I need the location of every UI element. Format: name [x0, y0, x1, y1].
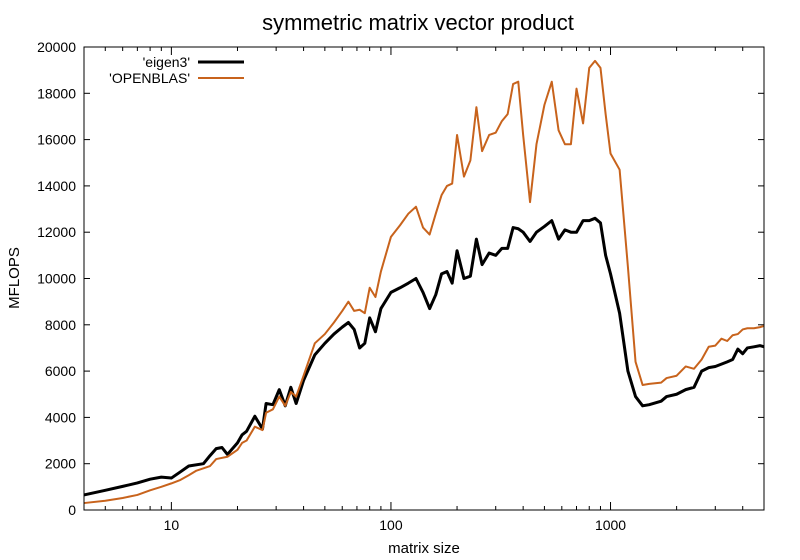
y-tick-label: 4000	[45, 409, 76, 425]
legend-label: 'eigen3'	[143, 54, 190, 70]
y-tick-label: 12000	[37, 224, 76, 240]
y-tick-label: 16000	[37, 132, 76, 148]
y-tick-label: 0	[68, 502, 76, 518]
y-tick-label: 6000	[45, 363, 76, 379]
chart-title: symmetric matrix vector product	[262, 10, 574, 35]
plot-frame	[83, 46, 765, 511]
y-tick-label: 14000	[37, 178, 76, 194]
x-axis-title: matrix size	[388, 540, 460, 557]
series-line-0	[83, 216, 765, 497]
x-tick-label: 1000	[595, 517, 626, 533]
x-tick-label: 10	[164, 517, 180, 533]
y-axis-title: MFLOPS	[6, 247, 23, 309]
axis-ticks: 0 2000 4000 6000 8000 10000 12000 14000 16000 180…	[37, 39, 765, 533]
legend: 'eigen3''OPENBLAS'	[109, 54, 244, 86]
x-tick-label: 100	[379, 517, 403, 533]
legend-label: 'OPENBLAS'	[109, 70, 190, 86]
y-tick-label: 20000	[37, 39, 76, 55]
y-tick-label: 10000	[37, 271, 76, 287]
series-lines	[83, 59, 765, 505]
y-tick-label: 2000	[45, 456, 76, 472]
y-tick-label: 18000	[37, 85, 76, 101]
y-tick-label: 8000	[45, 317, 76, 333]
series-line-1	[83, 59, 765, 505]
